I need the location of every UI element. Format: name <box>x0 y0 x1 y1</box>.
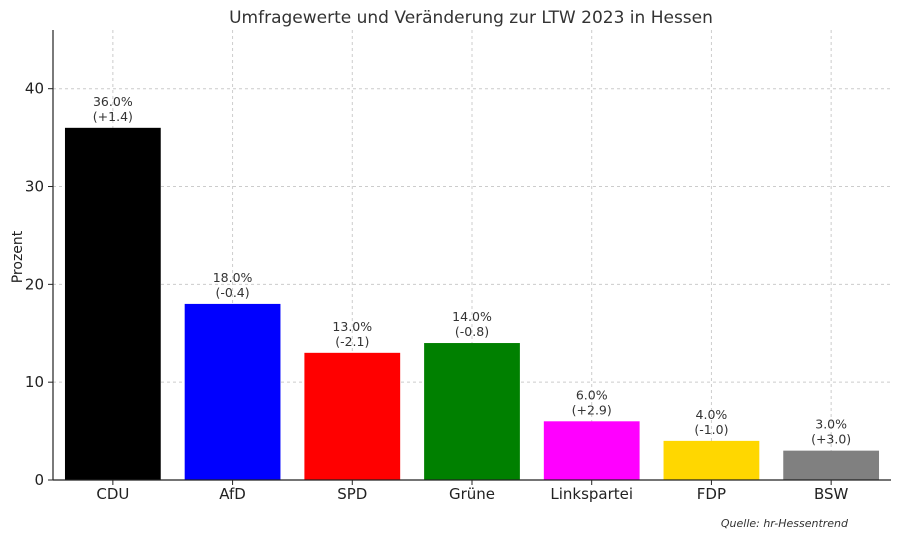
change-label: (+3.0) <box>811 432 851 447</box>
y-tick-label: 30 <box>25 178 44 196</box>
value-label: 3.0% <box>815 417 847 432</box>
y-tick-label: 20 <box>25 275 44 293</box>
value-label: 4.0% <box>696 407 728 422</box>
change-label: (-2.1) <box>335 334 369 349</box>
chart-title: Umfragewerte und Veränderung zur LTW 202… <box>229 8 713 28</box>
x-tick-label: AfD <box>219 485 246 503</box>
data-labels: 36.0%(+1.4)18.0%(-0.4)13.0%(-2.1)14.0%(-… <box>93 94 851 447</box>
change-label: (+2.9) <box>572 402 612 417</box>
change-label: (-0.4) <box>215 285 249 300</box>
bar-bsw <box>783 450 880 480</box>
bars <box>64 127 880 481</box>
x-tick-label: SPD <box>337 485 367 503</box>
value-label: 13.0% <box>332 319 372 334</box>
change-label: (+1.4) <box>93 109 133 124</box>
change-label: (-0.8) <box>455 324 489 339</box>
y-tick-label: 0 <box>34 471 44 489</box>
bar-fdp <box>663 440 760 480</box>
y-axis-label: Prozent <box>10 230 26 283</box>
x-tick-labels: CDU AfD SPD Grüne Linkspartei FDP BSW <box>96 480 848 503</box>
y-tick-label: 10 <box>25 373 44 391</box>
value-label: 14.0% <box>452 309 492 324</box>
value-label: 6.0% <box>576 387 608 402</box>
change-label: (-1.0) <box>694 422 728 437</box>
bar-grüne <box>424 343 520 480</box>
x-tick-label: Grüne <box>449 485 495 503</box>
source-note: Quelle: hr-Hessentrend <box>721 517 849 530</box>
value-label: 18.0% <box>213 270 253 285</box>
bar-linkspartei <box>543 421 640 480</box>
value-label: 36.0% <box>93 94 133 109</box>
x-tick-label: FDP <box>697 485 726 503</box>
x-tick-label: CDU <box>96 485 129 503</box>
bar-afd <box>184 303 281 480</box>
y-tick-label: 40 <box>25 80 44 98</box>
bar-cdu <box>64 127 161 481</box>
bar-spd <box>304 352 401 480</box>
x-tick-label: BSW <box>814 485 849 503</box>
y-tick-labels: 0 10 20 30 40 <box>25 80 53 489</box>
x-tick-label: Linkspartei <box>550 485 633 503</box>
